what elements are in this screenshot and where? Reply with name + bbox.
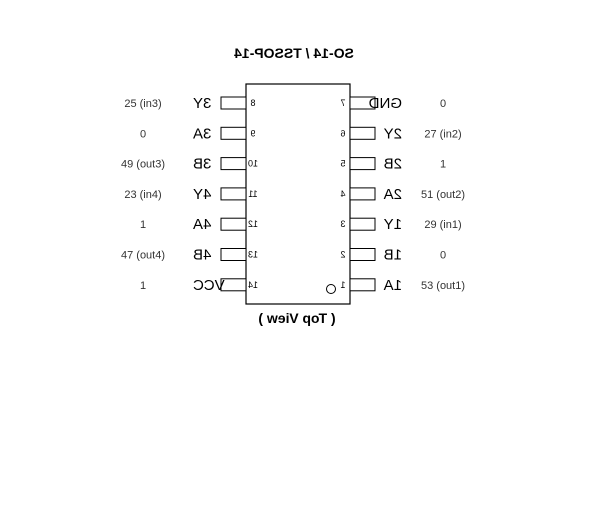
pin-10: 10 3B 49 (out3): [121, 156, 258, 173]
net-label: 51 (out2): [421, 189, 465, 201]
pin-label: 3B: [193, 156, 211, 173]
pin-lead: [220, 217, 247, 231]
pin-number: 6: [340, 128, 345, 138]
pin-4: 4 2A 51 (out2): [340, 186, 465, 203]
pin-lead: [349, 278, 376, 292]
pin-label: 4Y: [193, 186, 211, 203]
pin-number: 5: [340, 159, 345, 169]
pin-2: 2 1B 0: [340, 247, 446, 264]
pin-lead: [220, 126, 247, 140]
pin-number: 8: [250, 98, 255, 108]
net-label: 27 (in2): [424, 128, 461, 140]
net-label: 1: [140, 219, 146, 231]
pin-11: 11 4Y 23 (in4): [124, 186, 257, 203]
net-label: 29 (in1): [424, 219, 461, 231]
pin-number: 12: [248, 219, 258, 229]
net-label: 47 (out4): [121, 250, 165, 262]
pin-lead: [220, 96, 247, 110]
pin-label: 2Y: [384, 125, 402, 142]
pin-number: 1: [340, 280, 345, 290]
pin-label: 2A: [384, 186, 402, 203]
pin-lead: [349, 157, 376, 171]
pin-number: 14: [248, 280, 258, 290]
pin-lead: [220, 248, 247, 261]
chip-body: [245, 83, 351, 305]
pin-3: 3 1Y 29 (in1): [340, 216, 461, 233]
pin-label: 4B: [193, 247, 211, 264]
pin-lead: [349, 217, 376, 231]
pin-lead: [220, 278, 247, 292]
net-label: 49 (out3): [121, 159, 165, 171]
chip-subtitle: ( Top View ): [258, 310, 335, 326]
pin-number: 3: [340, 219, 345, 229]
net-label: 0: [140, 128, 146, 140]
pin-12: 12 4A 1: [140, 216, 258, 233]
pin-label: 3Y: [193, 95, 211, 112]
pin-9: 9 3A 0: [140, 125, 256, 142]
net-label: 1: [140, 280, 146, 292]
pin-label: 3A: [193, 125, 211, 142]
pin-1: 1 1A 53 (out1): [340, 277, 465, 294]
pin-13: 13 4B 47 (out4): [121, 247, 258, 264]
net-label: 25 (in3): [124, 98, 161, 110]
pin1-marker: [326, 284, 336, 294]
net-label: 1: [440, 159, 446, 171]
pin-lead: [349, 187, 376, 201]
pin-number: 4: [340, 189, 345, 199]
pin-6: 6 2Y 27 (in2): [340, 125, 461, 142]
pin-label: GND: [369, 95, 403, 112]
pin-lead: [349, 96, 376, 110]
net-label: 23 (in4): [124, 189, 161, 201]
pin-7: 7 GND 0: [340, 95, 446, 112]
pin-lead: [220, 187, 247, 201]
pin-14: 14 VCC 1: [140, 277, 258, 294]
chip-title: SO-14 / TSSOP-14: [234, 45, 354, 61]
net-label: 0: [440, 98, 446, 110]
pin-lead: [349, 248, 376, 261]
pin-label: VCC: [193, 277, 225, 294]
pin-number: 10: [248, 159, 258, 169]
pin-label: 2B: [384, 156, 402, 173]
pin-label: 1B: [384, 247, 402, 264]
pin-number: 9: [250, 128, 255, 138]
net-label: 0: [440, 250, 446, 262]
pin-lead: [349, 126, 376, 140]
pin-5: 5 2B 1: [340, 156, 446, 173]
pin-label: 1Y: [384, 216, 402, 233]
pin-number: 2: [340, 250, 345, 260]
pin-label: 4A: [193, 216, 211, 233]
pin-number: 13: [248, 250, 258, 260]
pin-8: 8 3Y 25 (in3): [124, 95, 255, 112]
pin-lead: [220, 157, 247, 171]
pin-number: 11: [248, 189, 257, 199]
net-label: 53 (out1): [421, 280, 465, 292]
pin-number: 7: [340, 98, 345, 108]
pin-label: 1A: [384, 277, 402, 294]
